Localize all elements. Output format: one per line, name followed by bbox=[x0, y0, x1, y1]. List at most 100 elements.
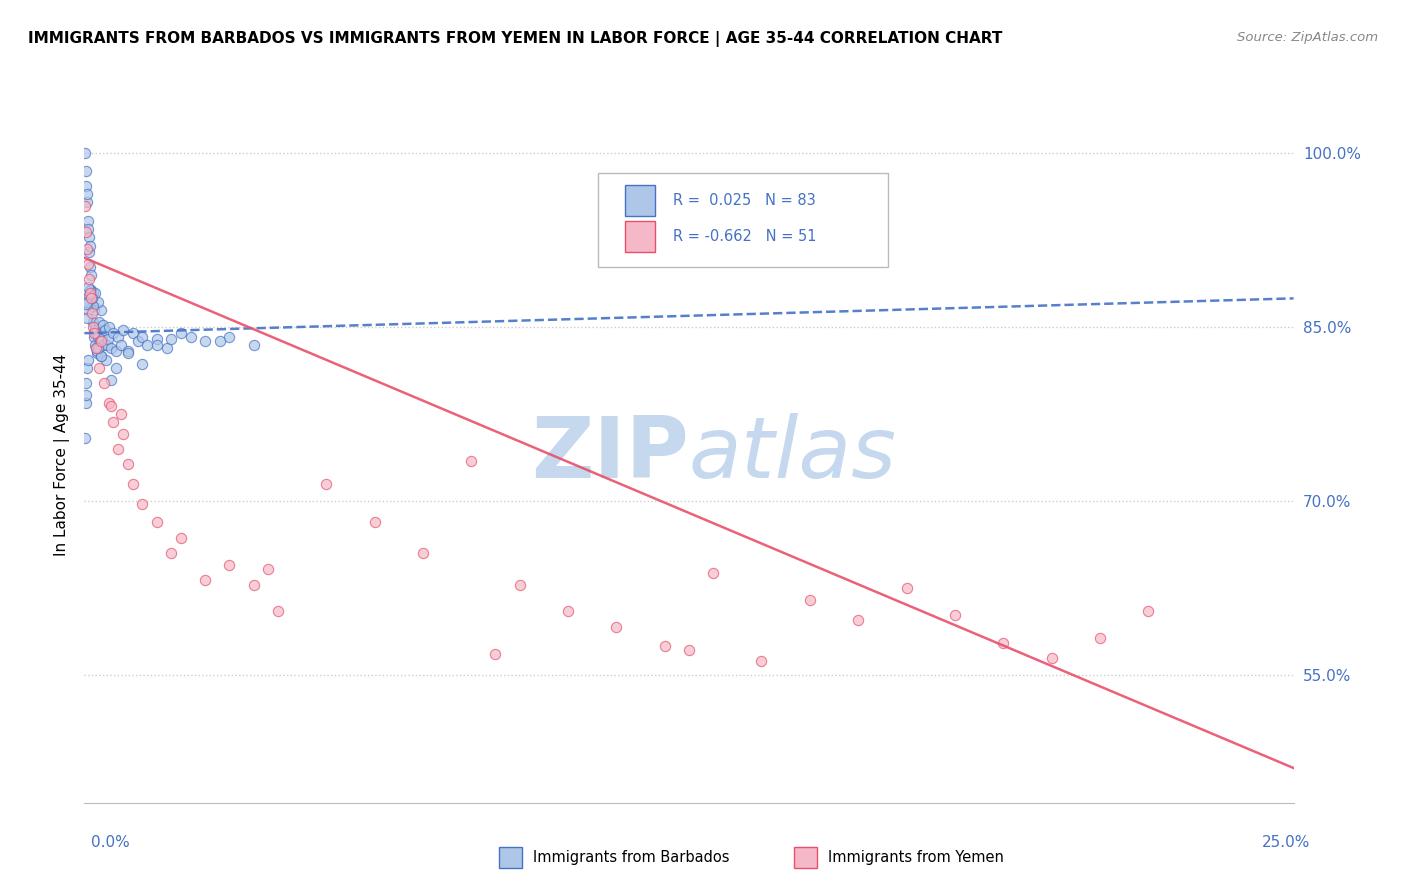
Point bbox=[110, 407, 132, 421]
Point bbox=[104, 361, 127, 376]
Text: IMMIGRANTS FROM BARBADOS VS IMMIGRANTS FROM YEMEN IN LABOR FORCE | AGE 35-44 COR: IMMIGRANTS FROM BARBADOS VS IMMIGRANTS F… bbox=[28, 31, 1002, 47]
Point bbox=[121, 476, 143, 491]
Point bbox=[83, 338, 105, 352]
Point bbox=[993, 636, 1015, 650]
Point bbox=[86, 343, 108, 358]
Text: Immigrants from Yemen: Immigrants from Yemen bbox=[828, 850, 1004, 864]
Point bbox=[86, 341, 108, 355]
Point bbox=[96, 338, 118, 352]
Point bbox=[75, 146, 97, 161]
Point bbox=[846, 613, 869, 627]
Point bbox=[136, 338, 159, 352]
Point bbox=[112, 427, 135, 442]
Point bbox=[131, 497, 153, 511]
Point bbox=[242, 578, 264, 592]
Point bbox=[103, 416, 125, 430]
Point bbox=[83, 326, 105, 341]
Point bbox=[112, 323, 135, 337]
Point bbox=[90, 332, 112, 346]
Point bbox=[77, 256, 100, 270]
Point bbox=[678, 642, 700, 657]
Point bbox=[79, 239, 101, 253]
Point bbox=[218, 329, 240, 343]
Point bbox=[79, 285, 101, 300]
Point bbox=[80, 291, 103, 305]
Point bbox=[155, 341, 177, 355]
Point bbox=[117, 343, 139, 358]
Point bbox=[87, 294, 110, 309]
Point bbox=[82, 300, 104, 314]
Point bbox=[87, 329, 110, 343]
Point bbox=[84, 320, 107, 334]
Point bbox=[89, 334, 111, 349]
Point bbox=[75, 164, 97, 178]
Point bbox=[87, 315, 110, 329]
Point bbox=[131, 358, 153, 372]
Point bbox=[110, 338, 132, 352]
Point bbox=[460, 453, 482, 467]
Point bbox=[117, 346, 139, 360]
Point bbox=[557, 605, 579, 619]
Point bbox=[242, 338, 264, 352]
Point bbox=[103, 326, 125, 341]
Text: 0.0%: 0.0% bbox=[91, 836, 131, 850]
Text: R =  0.025   N = 83: R = 0.025 N = 83 bbox=[673, 193, 815, 208]
Point bbox=[77, 221, 100, 235]
Point bbox=[75, 395, 97, 409]
Point bbox=[94, 352, 117, 367]
Point bbox=[160, 332, 183, 346]
Point bbox=[90, 350, 112, 364]
Point bbox=[77, 230, 100, 244]
Bar bbox=[624, 185, 655, 216]
Point bbox=[79, 283, 101, 297]
Point bbox=[76, 294, 98, 309]
Point bbox=[315, 476, 337, 491]
FancyBboxPatch shape bbox=[599, 173, 889, 267]
Point bbox=[146, 338, 169, 352]
Point bbox=[97, 332, 120, 346]
Point bbox=[75, 376, 97, 390]
Point bbox=[82, 285, 104, 300]
Point bbox=[75, 225, 97, 239]
Point bbox=[93, 376, 115, 390]
Point bbox=[75, 387, 97, 401]
Point bbox=[83, 329, 105, 343]
Point bbox=[104, 343, 127, 358]
Point bbox=[82, 320, 104, 334]
Point bbox=[76, 361, 98, 376]
Point bbox=[84, 341, 107, 355]
Point bbox=[80, 291, 103, 305]
Point bbox=[127, 334, 149, 349]
Point bbox=[75, 297, 97, 311]
Point bbox=[1088, 631, 1111, 645]
Text: 25.0%: 25.0% bbox=[1263, 836, 1310, 850]
Point bbox=[86, 346, 108, 360]
Point bbox=[218, 558, 240, 573]
Point bbox=[654, 639, 676, 653]
Point bbox=[97, 395, 120, 409]
Point bbox=[267, 605, 290, 619]
Point bbox=[121, 326, 143, 341]
Point bbox=[799, 592, 821, 607]
Point bbox=[93, 323, 115, 337]
Point bbox=[77, 279, 100, 293]
Point bbox=[90, 350, 112, 364]
Point bbox=[77, 244, 100, 259]
Point bbox=[208, 334, 231, 349]
Point bbox=[702, 566, 724, 581]
Point bbox=[77, 271, 100, 285]
Bar bbox=[624, 221, 655, 252]
Point bbox=[76, 311, 98, 326]
Point bbox=[605, 619, 627, 633]
Point bbox=[90, 334, 112, 349]
Point bbox=[75, 198, 97, 212]
Point bbox=[751, 654, 773, 668]
Point bbox=[170, 326, 193, 341]
Point bbox=[100, 399, 122, 413]
Point bbox=[170, 532, 193, 546]
Point bbox=[86, 326, 108, 341]
Point bbox=[509, 578, 531, 592]
Point bbox=[87, 341, 110, 355]
Point bbox=[484, 648, 506, 662]
Point bbox=[77, 288, 100, 302]
